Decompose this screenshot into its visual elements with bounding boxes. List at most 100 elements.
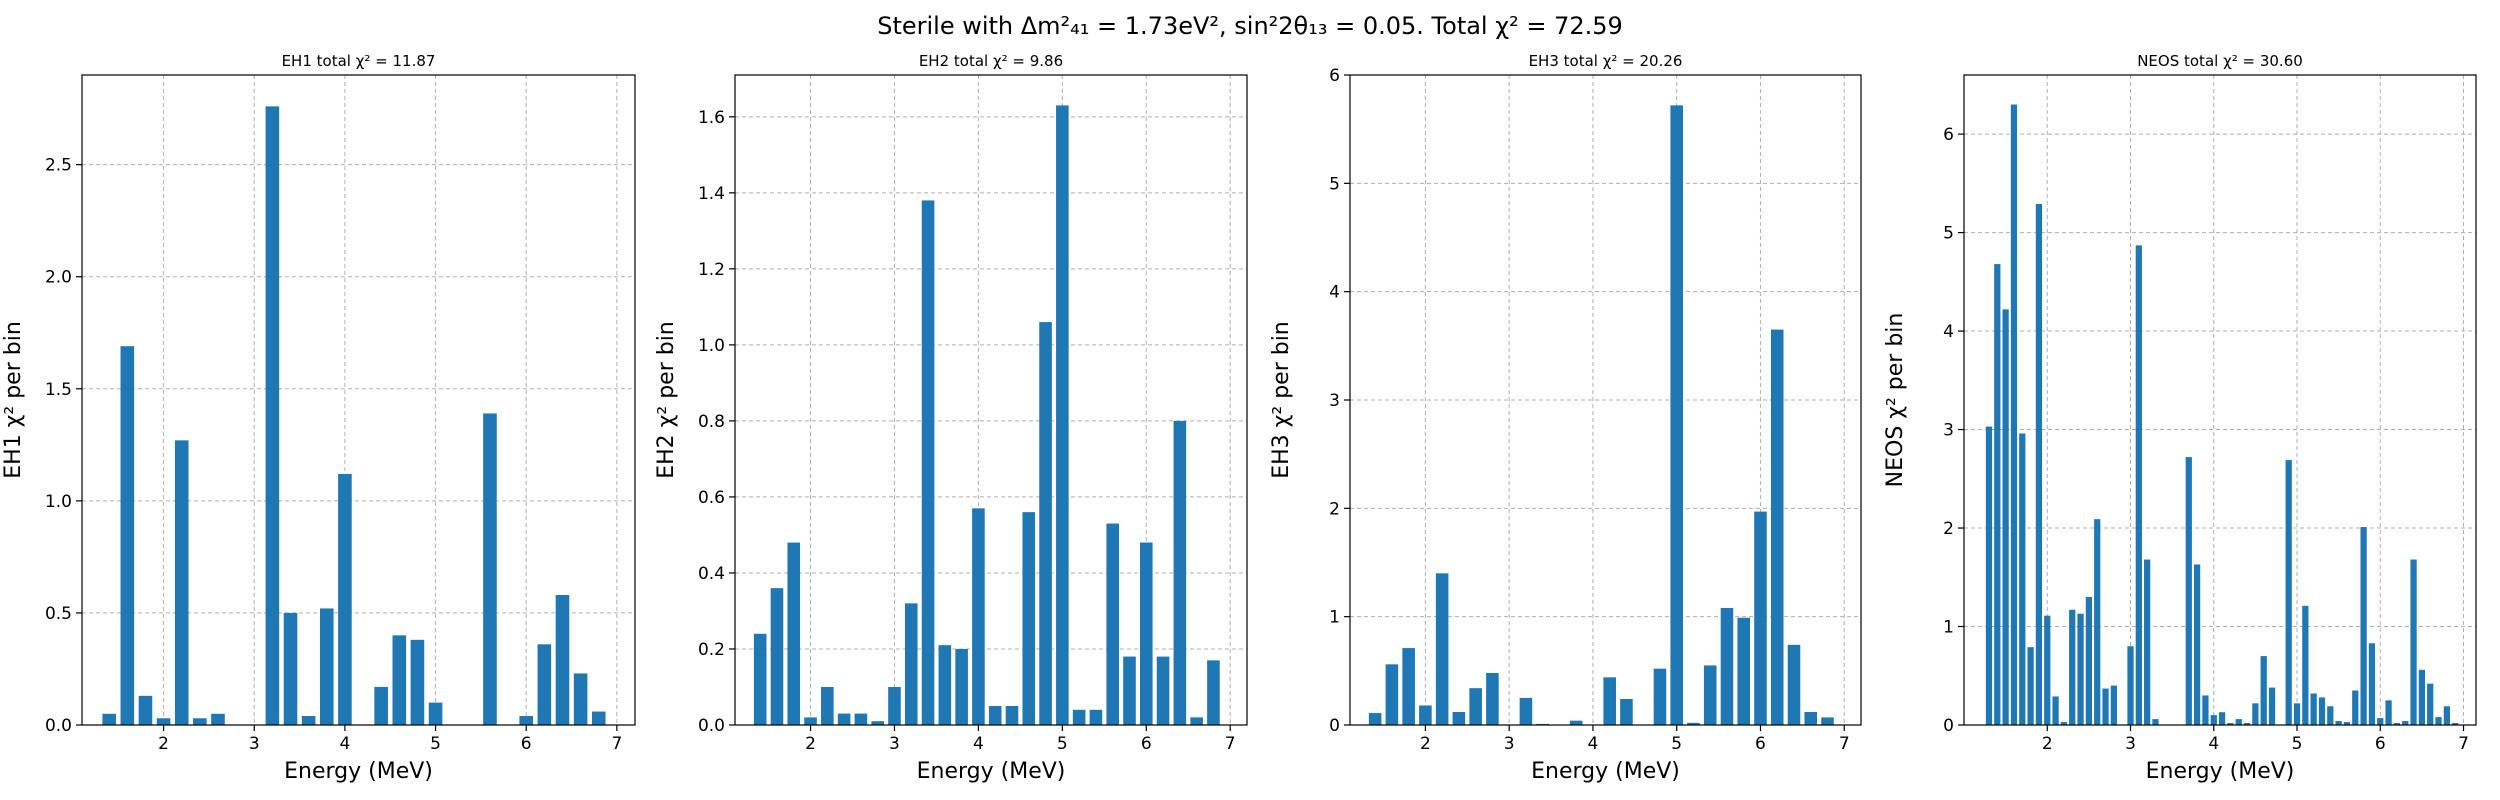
bar (2044, 615, 2051, 725)
bar (2127, 646, 2134, 725)
bar (2393, 723, 2401, 725)
bar (1620, 699, 1633, 725)
bar (854, 713, 868, 725)
bar (2102, 688, 2109, 725)
x-tick-label: 6 (521, 734, 532, 754)
bar (1022, 512, 1036, 725)
bar (2360, 527, 2367, 725)
x-tick-label: 2 (805, 734, 816, 754)
bar (428, 702, 443, 725)
bar (2094, 519, 2101, 725)
bar (2227, 723, 2234, 725)
bar (519, 716, 534, 725)
bar (2110, 685, 2117, 725)
y-axis-label: EH1 χ² per bin (1, 321, 26, 479)
bar (1385, 664, 1399, 725)
bar (1190, 717, 1203, 725)
bar (1056, 105, 1069, 725)
y-tick-label: 0 (1329, 716, 1340, 736)
y-tick-label: 1 (1943, 618, 1954, 638)
bar (193, 718, 207, 725)
y-tick-label: 0.5 (45, 604, 72, 624)
x-tick-label: 4 (339, 734, 350, 754)
bar (938, 645, 952, 725)
bar (156, 718, 171, 725)
bar (374, 686, 388, 725)
x-tick-label: 3 (889, 734, 900, 754)
bar (787, 542, 801, 725)
bar (888, 686, 901, 725)
bar (2185, 457, 2192, 725)
bar (2435, 717, 2442, 725)
bar (2427, 683, 2434, 725)
bar (537, 644, 552, 725)
x-tick-label: 2 (1420, 734, 1431, 754)
y-axis-label: EH2 χ² per bin (654, 321, 679, 479)
y-tick-label: 1.4 (698, 184, 725, 204)
bar (2243, 723, 2251, 725)
bar (1452, 712, 1466, 725)
bar (2327, 706, 2334, 725)
bar (1804, 712, 1818, 725)
bar (804, 717, 817, 725)
bar (573, 673, 588, 725)
bar (2252, 703, 2259, 725)
bar (904, 603, 918, 725)
bar (2343, 722, 2351, 725)
bar (2010, 104, 2018, 725)
bar (392, 635, 407, 725)
bar (1994, 264, 2001, 725)
x-tick-label: 5 (1671, 734, 1682, 754)
bar (1173, 420, 1187, 725)
bar (871, 721, 884, 725)
bar (483, 413, 497, 725)
bar (2077, 613, 2084, 725)
bar (2377, 718, 2384, 725)
y-tick-label: 2 (1329, 499, 1340, 519)
x-tick-label: 4 (1588, 734, 1599, 754)
x-tick-label: 5 (1057, 734, 1068, 754)
y-tick-label: 0 (1943, 716, 1954, 736)
bar (2152, 719, 2159, 725)
x-tick-label: 3 (1504, 734, 1515, 754)
bar (338, 473, 352, 725)
y-tick-label: 1.5 (45, 380, 72, 400)
bar (2052, 696, 2059, 725)
bar (2144, 559, 2151, 725)
x-tick-label: 6 (1755, 734, 1766, 754)
y-tick-label: 0.0 (45, 716, 72, 736)
bar (2210, 715, 2217, 725)
y-tick-label: 6 (1943, 125, 1954, 145)
bar (1653, 668, 1667, 725)
bar (1469, 688, 1482, 725)
bar (1156, 656, 1170, 725)
chart-title: EH1 total χ² = 11.87 (282, 52, 436, 70)
bar (1687, 722, 1700, 725)
bar (753, 633, 767, 725)
bar (1770, 329, 1784, 725)
bar (1435, 573, 1449, 725)
x-tick-label: 3 (249, 734, 260, 754)
y-axis-label: NEOS χ² per bin (1883, 313, 1908, 488)
bar (1039, 322, 1052, 725)
bar (1089, 709, 1103, 725)
y-tick-label: 3 (1943, 421, 1954, 441)
bar (2235, 719, 2242, 725)
bar (1569, 720, 1583, 725)
bar (2368, 643, 2376, 725)
bar (2293, 703, 2301, 725)
x-axis-label: Energy (MeV) (2146, 759, 2295, 784)
x-axis-label: Energy (MeV) (284, 759, 433, 784)
y-tick-label: 1.0 (698, 336, 725, 356)
bar (2135, 245, 2142, 725)
bar (120, 346, 135, 725)
y-tick-label: 6 (1329, 66, 1340, 86)
bar (410, 639, 425, 725)
axes-frame (1963, 74, 2477, 726)
bar (2002, 309, 2009, 725)
y-tick-label: 1 (1329, 608, 1340, 628)
bar (2085, 596, 2092, 725)
bar (2285, 460, 2292, 725)
y-tick-label: 2.5 (45, 156, 72, 176)
